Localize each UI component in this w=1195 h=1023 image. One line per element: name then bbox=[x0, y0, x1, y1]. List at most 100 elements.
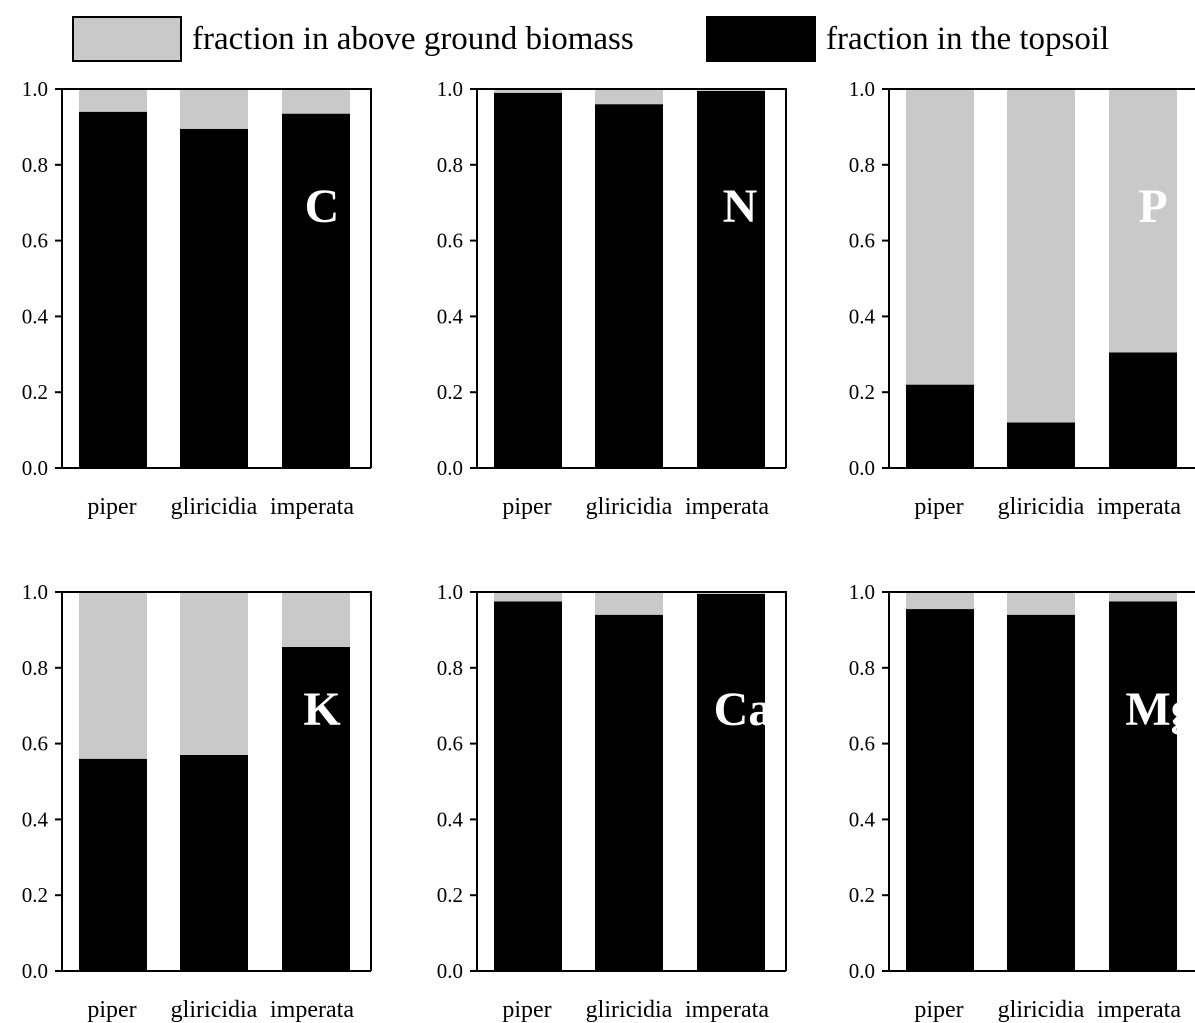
x-tick-label-gliricidia: gliricidia bbox=[998, 997, 1085, 1023]
bar-gliricidia-biomass bbox=[180, 592, 248, 755]
y-tick-label: 0.4 bbox=[22, 304, 49, 328]
x-tick-label-piper: piper bbox=[502, 997, 551, 1023]
y-tick-label: 0.8 bbox=[22, 153, 48, 177]
bar-gliricidia-biomass bbox=[1007, 89, 1075, 423]
y-tick-label: 0.6 bbox=[849, 229, 875, 253]
y-tick-label: 0.4 bbox=[437, 807, 464, 831]
y-tick-label: 0.2 bbox=[22, 883, 48, 907]
bar-piper-biomass bbox=[494, 89, 562, 93]
bar-imperata-topsoil bbox=[282, 113, 350, 468]
bar-imperata-topsoil bbox=[697, 90, 765, 469]
legend-swatch-topsoil bbox=[706, 16, 816, 62]
y-tick-label: 0.2 bbox=[437, 380, 463, 404]
x-tick-label-piper: piper bbox=[87, 494, 136, 520]
plot-frame bbox=[476, 88, 787, 468]
x-tick-label-gliricidia: gliricidia bbox=[586, 997, 673, 1023]
y-tick-label: 0.6 bbox=[437, 732, 463, 756]
bar-piper-topsoil bbox=[494, 92, 562, 468]
legend-label-biomass: fraction in above ground biomass bbox=[192, 20, 634, 57]
bar-gliricidia-biomass bbox=[1007, 592, 1075, 615]
y-tick-label: 1.0 bbox=[22, 580, 48, 604]
legend-swatch-biomass bbox=[72, 16, 182, 62]
bar-piper-topsoil bbox=[494, 601, 562, 971]
y-tick-label: 0.0 bbox=[22, 456, 48, 480]
chart-panel-n: piper gliricidia imperata 0.0 0.2 0.4 0.6 0.8 1.… bbox=[437, 77, 787, 520]
bar-imperata-biomass bbox=[282, 89, 350, 114]
x-tick-label-imperata: imperata bbox=[270, 494, 354, 520]
bar-imperata-topsoil bbox=[697, 593, 765, 971]
y-tick-label: 1.0 bbox=[437, 77, 463, 101]
bar-gliricidia-topsoil bbox=[180, 754, 248, 971]
y-tick-label: 0.6 bbox=[22, 732, 48, 756]
y-tick-label: 0.4 bbox=[437, 304, 464, 328]
bar-imperata-biomass bbox=[282, 592, 350, 647]
bar-imperata-topsoil bbox=[1109, 352, 1177, 468]
bar-gliricidia-biomass bbox=[595, 592, 663, 615]
y-tick-label: 0.4 bbox=[849, 807, 876, 831]
y-tick-label: 0.2 bbox=[849, 883, 875, 907]
y-tick-label: 0.6 bbox=[437, 229, 463, 253]
plot-frame bbox=[61, 88, 372, 468]
x-tick-label-piper: piper bbox=[914, 997, 963, 1023]
y-tick-label: 0.8 bbox=[849, 153, 875, 177]
y-tick-label: 1.0 bbox=[22, 77, 48, 101]
x-tick-label-piper: piper bbox=[914, 494, 963, 520]
legend: fraction in above ground biomass fractio… bbox=[0, 0, 1195, 70]
bar-piper-biomass bbox=[906, 592, 974, 610]
x-tick-label-imperata: imperata bbox=[1097, 997, 1181, 1023]
y-tick-label: 0.6 bbox=[849, 732, 875, 756]
x-tick-label-imperata: imperata bbox=[685, 494, 769, 520]
y-tick-label: 0.8 bbox=[849, 656, 875, 680]
panel-label-p: P bbox=[1138, 180, 1167, 233]
bar-piper-topsoil bbox=[79, 758, 147, 971]
chart-panel-mg: piper gliricidia imperata 0.0 0.2 0.4 0.6 0.8 1.… bbox=[849, 580, 1195, 1023]
panel-label-c: C bbox=[305, 180, 340, 233]
x-tick-label-piper: piper bbox=[87, 997, 136, 1023]
chart-panel-p: piper gliricidia imperata 0.0 0.2 0.4 0.6 0.8 1.… bbox=[849, 77, 1195, 520]
bar-gliricidia-topsoil bbox=[595, 104, 663, 468]
bar-imperata-biomass bbox=[1109, 592, 1177, 602]
bar-imperata-topsoil bbox=[282, 646, 350, 971]
plot-frame bbox=[476, 591, 787, 971]
legend-item-biomass: fraction in above ground biomass bbox=[72, 16, 634, 62]
bar-gliricidia-topsoil bbox=[1007, 422, 1075, 468]
x-tick-label-gliricidia: gliricidia bbox=[998, 494, 1085, 520]
bar-gliricidia-biomass bbox=[595, 89, 663, 105]
chart-panel-c: piper gliricidia imperata 0.0 0.2 0.4 0.6 0.8 1.… bbox=[22, 77, 372, 520]
bar-imperata-topsoil bbox=[1109, 601, 1177, 971]
legend-item-topsoil: fraction in the topsoil bbox=[706, 16, 1109, 62]
chart-panel-ca: piper gliricidia imperata 0.0 0.2 0.4 0.6 0.8 1.… bbox=[437, 580, 787, 1023]
plot-frame bbox=[888, 591, 1195, 971]
y-tick-label: 0.6 bbox=[22, 229, 48, 253]
bar-gliricidia-topsoil bbox=[180, 128, 248, 469]
y-tick-label: 0.2 bbox=[437, 883, 463, 907]
bar-imperata-biomass bbox=[1109, 89, 1177, 353]
bar-piper-biomass bbox=[906, 89, 974, 385]
y-tick-label: 0.2 bbox=[849, 380, 875, 404]
panel-label-ca: Ca bbox=[714, 683, 773, 736]
x-tick-label-gliricidia: gliricidia bbox=[171, 494, 258, 520]
plot-frame bbox=[888, 88, 1195, 468]
y-tick-label: 0.0 bbox=[22, 959, 48, 983]
x-tick-label-imperata: imperata bbox=[270, 997, 354, 1023]
chart-panel-k: piper gliricidia imperata 0.0 0.2 0.4 0.6 0.8 1.… bbox=[22, 580, 372, 1023]
bar-piper-topsoil bbox=[79, 111, 147, 469]
bar-piper-topsoil bbox=[906, 384, 974, 468]
y-tick-label: 0.0 bbox=[437, 959, 463, 983]
bar-piper-topsoil bbox=[906, 609, 974, 971]
y-tick-label: 1.0 bbox=[849, 580, 875, 604]
bar-piper-biomass bbox=[79, 592, 147, 759]
y-tick-label: 1.0 bbox=[849, 77, 875, 101]
bar-piper-biomass bbox=[79, 89, 147, 112]
y-tick-label: 0.0 bbox=[849, 959, 875, 983]
panel-label-n: N bbox=[723, 180, 758, 233]
panel-label-k: K bbox=[303, 683, 340, 736]
bar-gliricidia-biomass bbox=[180, 89, 248, 129]
y-tick-label: 0.0 bbox=[849, 456, 875, 480]
y-tick-label: 0.8 bbox=[437, 153, 463, 177]
legend-label-topsoil: fraction in the topsoil bbox=[826, 20, 1110, 57]
x-tick-label-imperata: imperata bbox=[1097, 494, 1181, 520]
y-tick-label: 1.0 bbox=[437, 580, 463, 604]
y-tick-label: 0.0 bbox=[437, 456, 463, 480]
